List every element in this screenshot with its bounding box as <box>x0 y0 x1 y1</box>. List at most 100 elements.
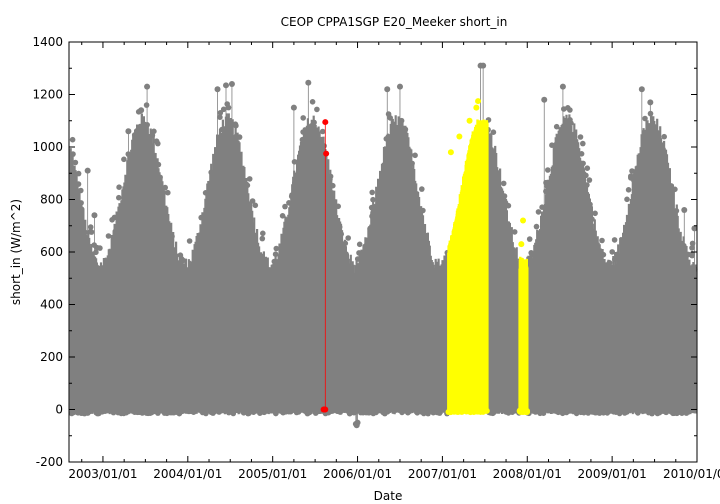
gray-point <box>576 408 583 415</box>
gray-point <box>544 183 551 190</box>
gray-point <box>672 186 678 193</box>
gray-point <box>291 159 298 165</box>
gray-point <box>419 409 425 415</box>
gray-point <box>165 189 171 196</box>
yellow-point <box>448 407 455 414</box>
gray-point <box>354 419 361 426</box>
gray-point <box>343 251 349 257</box>
plot-area <box>68 62 698 429</box>
gray-point <box>553 146 559 153</box>
red-point <box>322 119 329 126</box>
gray-point <box>144 83 151 90</box>
yellow-point <box>473 104 480 111</box>
gray-point <box>402 127 408 134</box>
gray-point <box>535 209 542 215</box>
gray-point <box>635 410 641 416</box>
gray-point <box>563 409 570 416</box>
gray-point <box>223 82 229 89</box>
gray-point <box>118 410 124 417</box>
gray-point <box>131 132 138 138</box>
gray-point <box>580 140 586 147</box>
gray-point <box>511 229 518 235</box>
gray-point <box>682 256 689 263</box>
gray-point <box>692 266 698 273</box>
gray-point <box>567 117 573 123</box>
series-yellow <box>445 98 531 416</box>
y-tick-label: -200 <box>36 455 63 469</box>
gray-point <box>609 249 615 255</box>
yellow-point <box>466 117 473 124</box>
gray-point <box>304 409 310 416</box>
gray-point <box>143 102 150 108</box>
gray-point <box>502 199 509 206</box>
gray-point <box>642 115 648 122</box>
gray-point <box>125 128 132 135</box>
gray-point <box>407 151 413 158</box>
gray-point <box>565 105 571 111</box>
gray-point <box>155 410 161 416</box>
gray-point <box>210 410 216 416</box>
gray-point <box>490 129 497 135</box>
gray-point <box>678 409 685 415</box>
gray-point <box>91 242 97 248</box>
gray-point <box>110 409 117 416</box>
gray-point <box>164 410 170 417</box>
y-tick-label: 600 <box>40 245 63 259</box>
gray-point <box>259 235 266 242</box>
gray-point <box>97 245 103 251</box>
gray-point <box>198 214 204 221</box>
y-tick-label: 1400 <box>32 35 63 49</box>
gray-point <box>490 410 497 416</box>
gray-point <box>398 117 405 124</box>
gray-point <box>305 79 312 86</box>
gray-point <box>673 208 680 214</box>
gray-point <box>409 160 415 167</box>
gray-point <box>345 235 352 241</box>
gray-point <box>246 410 252 416</box>
gray-point <box>553 123 560 130</box>
gray-point <box>99 409 106 415</box>
gray-point <box>674 410 681 416</box>
gray-point <box>600 251 607 258</box>
axes: -200 0 200 400 600 800 1000 1200 1400 2003/01/01 2… <box>32 35 720 481</box>
gray-point <box>228 81 235 87</box>
yellow-point <box>475 98 482 105</box>
yellow-point <box>518 241 525 248</box>
gray-point <box>178 256 185 262</box>
gray-point <box>311 119 317 126</box>
gray-point <box>556 134 563 140</box>
gray-point <box>70 151 76 157</box>
gray-point <box>184 269 191 276</box>
yellow-point <box>447 149 454 156</box>
gray-point <box>629 168 635 174</box>
gray-point <box>303 130 310 136</box>
gray-point <box>246 176 253 182</box>
gray-point <box>412 152 418 159</box>
gray-point <box>249 198 256 204</box>
gray-point <box>686 409 692 415</box>
gray-point <box>504 221 511 227</box>
gray-point <box>70 409 77 416</box>
gray-point <box>186 238 193 244</box>
y-tick-label: 1200 <box>32 88 63 102</box>
gray-point <box>369 213 375 219</box>
gray-point <box>299 136 306 143</box>
y-tick-label: 200 <box>40 350 63 364</box>
y-tick-label: 800 <box>40 193 63 207</box>
gray-point <box>681 242 687 249</box>
gray-point <box>314 127 320 134</box>
gray-point <box>660 146 666 153</box>
gray-point <box>116 184 122 190</box>
gray-point <box>559 83 566 90</box>
gray-point <box>540 410 547 417</box>
gray-point <box>338 231 345 237</box>
gray-point <box>240 410 247 416</box>
gray-point <box>681 207 688 213</box>
gray-point <box>216 409 223 415</box>
y-axis-label: short_in (W/m^2) <box>9 199 23 305</box>
gray-point <box>577 134 584 140</box>
gray-point <box>314 106 320 113</box>
gray-point <box>78 410 85 416</box>
gray-point <box>584 182 590 188</box>
yellow-point <box>457 408 464 415</box>
